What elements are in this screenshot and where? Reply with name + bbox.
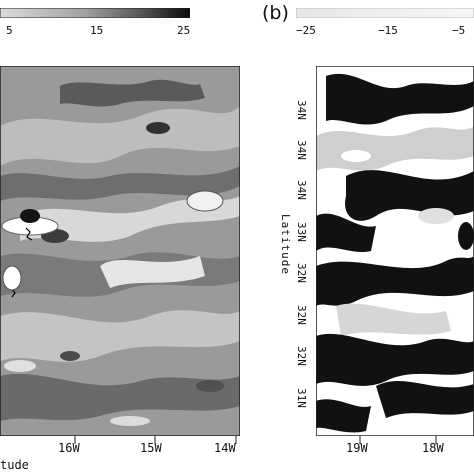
y-axis-label-b: Latitude [279,214,292,275]
y-tick-b-2: 34N [295,180,308,200]
colorbar-a [0,8,190,18]
colorbar-a-tick-1: 15 [90,24,104,37]
x-ticks-a [74,436,237,444]
x-axis-label-a: tude [0,458,29,472]
colorbar-a-tick-0: 5 [6,24,13,37]
y-tick-b-4: 32N [295,263,308,283]
x-ticks-b [359,436,437,444]
heatmap-field-b [316,66,474,436]
x-tick-b-0: 19W [346,441,368,455]
colorbar-b [296,8,474,18]
y-tick-b-5: 32N [295,305,308,325]
colorbar-a-tick-2: 25 [177,24,191,37]
colorbar-b-tick-0: −25 [296,24,316,37]
y-tick-b-0: 34N [295,100,308,120]
x-tick-b-1: 18W [422,441,444,455]
x-tick-a-0: 16W [58,441,80,455]
colorbar-b-tick-1: −15 [378,24,398,37]
heatmap-field-a [0,66,240,436]
colorbar-b-tick-2: −5 [452,24,466,37]
x-tick-a-2: 14W [214,441,236,455]
y-tick-b-6: 32N [295,346,308,366]
y-tick-b-7: 31N [295,388,308,408]
y-tick-b-3: 33N [295,222,308,242]
y-tick-b-1: 34N [295,140,308,160]
x-tick-a-1: 15W [140,441,162,455]
colorbar-b-gradient [296,8,474,18]
colorbar-a-gradient [0,8,190,18]
panel-label-b: (b) [262,2,289,24]
